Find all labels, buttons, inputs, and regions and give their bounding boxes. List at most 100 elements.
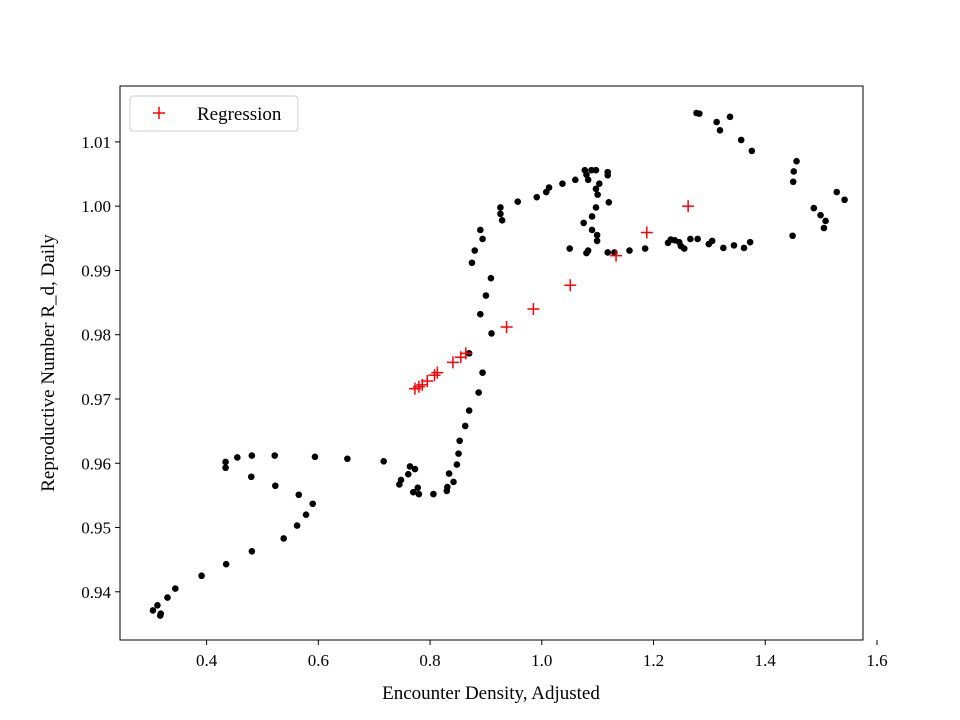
data-point [748,147,756,155]
data-point [456,437,463,445]
data-point [833,188,841,196]
data-point [596,180,603,187]
data-point [626,247,633,254]
data-point [311,453,319,461]
data-point [479,235,486,243]
data-point [479,369,486,376]
plot-frame [119,85,864,641]
y-axis-label: Reproductive Number R_d, Daily [38,234,59,492]
legend: Regression [129,95,299,132]
data-point [498,217,506,224]
x-tick-label: 0.6 [308,651,329,670]
data-point [248,452,256,459]
data-point [445,470,453,477]
data-point [580,219,587,227]
data-point [790,168,798,175]
data-point [487,274,495,282]
data-point [468,259,476,267]
data-point [222,458,229,466]
data-point [247,473,255,481]
data-point [461,422,469,430]
regression-point [431,366,444,379]
data-point [696,110,703,117]
data-point [222,560,230,568]
data-point [149,607,157,614]
data-point [820,224,828,232]
plot-area [120,86,863,640]
data-point [822,217,829,225]
x-tick-label: 0.4 [196,651,218,670]
data-points-layer [149,109,848,619]
data-point [605,199,613,206]
data-point [593,237,601,245]
data-point [198,572,205,580]
regression-point [682,200,695,213]
data-point [545,184,553,191]
regression-point [421,374,434,387]
y-axis-ticks: 0.94 0.95 0.96 0.97 0.98 0.99 1.00 1.01 [81,133,120,602]
x-tick-label: 0.8 [419,651,440,670]
regression-point [640,226,653,239]
data-point [594,191,601,198]
data-point [789,178,797,186]
data-point [514,198,522,205]
data-point [588,226,596,234]
data-point [730,242,738,249]
data-point [380,458,387,465]
data-point [344,455,351,463]
data-point [475,389,482,396]
data-point [793,157,800,165]
regression-point [500,321,513,334]
data-point [234,454,241,461]
data-point [584,176,592,184]
data-point [604,168,611,176]
x-tick-label: 1.2 [643,651,664,670]
data-point [477,310,484,318]
data-point [482,292,490,299]
regression-point [610,249,623,262]
data-point [571,176,579,184]
data-point [789,232,796,240]
data-point [680,245,688,252]
data-point [415,490,423,498]
data-point [172,585,179,592]
data-point [720,244,727,252]
data-point [411,465,419,473]
data-point [453,461,461,468]
data-point [471,247,479,254]
data-point [309,500,317,508]
data-point [581,166,589,174]
legend-label-regression: Regression [197,104,282,125]
regression-point [446,356,459,369]
data-point [164,594,171,601]
y-tick-label: 0.95 [81,519,111,538]
data-point [156,612,164,619]
data-point [154,601,161,609]
data-point [272,482,279,490]
data-point [559,180,566,187]
y-tick-label: 0.99 [81,261,111,280]
data-point [222,464,229,472]
data-point [444,483,451,491]
x-tick-label: 1.0 [531,651,552,670]
legend-box [129,95,299,132]
regression-point [459,347,472,360]
data-point [409,488,417,496]
data-point [713,118,720,126]
data-point [583,249,590,257]
data-point [641,245,649,252]
data-point [295,491,303,499]
data-point [588,213,596,220]
y-tick-label: 0.97 [81,390,111,409]
y-tick-label: 0.98 [81,326,111,345]
data-point [396,481,403,488]
data-point [293,522,301,529]
data-point [592,166,600,174]
x-tick-label: 1.4 [755,651,777,670]
x-axis-ticks: 0.4 0.6 0.8 1.0 1.2 1.4 1.6 [196,640,888,670]
legend-marker-plus [153,107,165,119]
data-point [488,330,495,337]
data-point [566,245,574,252]
data-point [248,548,256,555]
